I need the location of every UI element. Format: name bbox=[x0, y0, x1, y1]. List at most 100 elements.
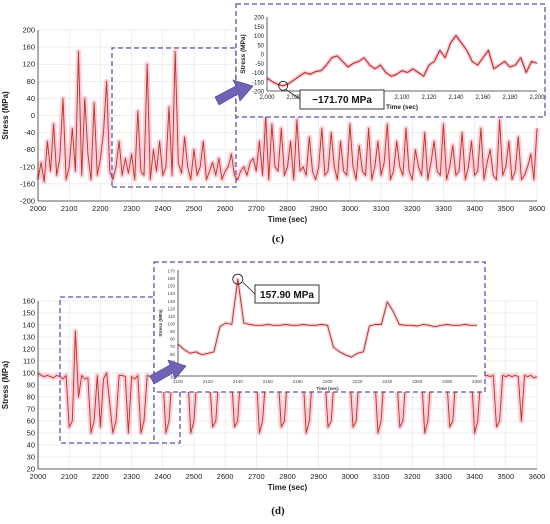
x-tick-label: 3500 bbox=[497, 204, 514, 213]
y-axis-title: Stress (MPa) bbox=[1, 360, 10, 409]
x-axis-title: Time (sec) bbox=[316, 386, 339, 391]
callout-label: −171.70 MPa bbox=[312, 95, 372, 106]
y-tick-label: 150 bbox=[22, 309, 35, 318]
y-axis-title: Stress (MPa) bbox=[240, 34, 247, 73]
y-tick-label: 100 bbox=[167, 322, 175, 327]
x-tick-label: 2000 bbox=[30, 204, 47, 213]
x-tick-label: 3000 bbox=[342, 204, 359, 213]
x-tick-label: 2180 bbox=[293, 379, 304, 384]
callout-box bbox=[299, 89, 385, 110]
y-tick-label: -50 bbox=[255, 62, 264, 68]
x-tick-label: 2,120 bbox=[421, 95, 437, 101]
x-tick-label: 3300 bbox=[435, 204, 452, 213]
callout-label: 157.90 MPa bbox=[260, 290, 314, 301]
y-tick-label: -200 bbox=[20, 197, 35, 206]
x-tick-label: 2300 bbox=[472, 379, 483, 384]
zoom-arrow bbox=[214, 79, 254, 106]
x-tick-label: 2300 bbox=[123, 204, 140, 213]
x-tick-label: 2200 bbox=[322, 379, 333, 384]
y-tick-label: 60 bbox=[27, 417, 35, 426]
y-tick-label: 110 bbox=[168, 314, 176, 319]
x-tick-label: 2,160 bbox=[475, 95, 491, 101]
y-tick-label: 120 bbox=[167, 306, 175, 311]
x-tick-label: 2600 bbox=[217, 472, 234, 481]
x-tick-label: 2240 bbox=[382, 379, 393, 384]
y-tick-label: 50 bbox=[257, 43, 264, 49]
x-tick-label: 3400 bbox=[466, 204, 483, 213]
x-tick-label: 2900 bbox=[310, 472, 327, 481]
y-tick-label: 140 bbox=[167, 291, 175, 296]
y-axis-title: Stress (MPa) bbox=[1, 91, 10, 140]
zoom-arrow bbox=[149, 359, 187, 385]
y-tick-label: 120 bbox=[22, 345, 35, 354]
y-tick-label: 200 bbox=[254, 16, 265, 22]
y-tick-label: 160 bbox=[167, 276, 175, 281]
x-tick-label: 3600 bbox=[529, 472, 546, 481]
x-tick-label: 2,180 bbox=[502, 95, 518, 101]
y-tick-label: 80 bbox=[27, 77, 35, 86]
x-tick-label: 2,000 bbox=[259, 95, 275, 101]
y-tick-label: -200 bbox=[252, 90, 265, 96]
y-tick-label: 150 bbox=[167, 284, 175, 289]
x-tick-label: 2700 bbox=[248, 472, 265, 481]
x-axis-title: Time (sec) bbox=[268, 215, 308, 224]
y-tick-label: -80 bbox=[24, 145, 35, 154]
plot-background bbox=[267, 17, 537, 91]
y-tick-label: 100 bbox=[22, 369, 35, 378]
x-tick-label: 2700 bbox=[248, 204, 265, 213]
x-tick-label: 2800 bbox=[279, 204, 296, 213]
x-tick-label: 2200 bbox=[92, 472, 109, 481]
y-tick-label: 130 bbox=[167, 299, 175, 304]
inset-chart-c: -200-150-100-500501001502002,0002,0202,0… bbox=[214, 3, 546, 118]
y-tick-label: -120 bbox=[20, 162, 35, 171]
y-tick-label: 20 bbox=[27, 465, 35, 474]
y-tick-label: 90 bbox=[170, 329, 176, 334]
x-tick-label: 2260 bbox=[412, 379, 423, 384]
x-tick-label: 2600 bbox=[217, 204, 234, 213]
y-tick-label: 40 bbox=[27, 94, 35, 103]
y-tick-label: 110 bbox=[23, 357, 35, 366]
x-tick-label: 2140 bbox=[233, 379, 244, 384]
x-tick-label: 2280 bbox=[442, 379, 453, 384]
x-tick-label: 2200 bbox=[92, 204, 109, 213]
callout-box bbox=[254, 284, 320, 304]
y-tick-label: 40 bbox=[27, 441, 35, 450]
x-tick-label: 3600 bbox=[529, 204, 546, 213]
zoom-region-box bbox=[111, 47, 237, 188]
x-tick-label: 2220 bbox=[352, 379, 363, 384]
chart-panel-c: -200 -160 -120 -80 -40 0 40 80 120 160 200 2000 2100… bbox=[1, 26, 545, 225]
y-tick-label: -150 bbox=[252, 80, 265, 86]
y-tick-label: -160 bbox=[20, 179, 35, 188]
x-tick-label: 2400 bbox=[154, 204, 171, 213]
y-tick-label: 140 bbox=[22, 321, 35, 330]
x-tick-label: 2,100 bbox=[394, 95, 410, 101]
x-tick-label: 2300 bbox=[123, 472, 140, 481]
y-tick-label: 160 bbox=[22, 43, 35, 52]
x-tick-label: 2800 bbox=[279, 472, 296, 481]
x-tick-label: 2000 bbox=[30, 472, 47, 481]
y-tick-label: 80 bbox=[170, 337, 176, 342]
x-tick-label: 3500 bbox=[497, 472, 514, 481]
inset-frame bbox=[235, 3, 546, 118]
panel-label-d: (d) bbox=[271, 505, 285, 517]
y-tick-label: 100 bbox=[254, 34, 265, 40]
x-axis-title: Time (sec) bbox=[386, 104, 418, 111]
y-tick-label: 80 bbox=[27, 393, 35, 402]
x-tick-label: 2500 bbox=[186, 204, 203, 213]
y-tick-label: 70 bbox=[27, 405, 35, 414]
x-tick-label: 2900 bbox=[310, 204, 327, 213]
y-tick-label: 120 bbox=[22, 60, 35, 69]
x-tick-label: 2100 bbox=[61, 472, 78, 481]
series-shadow bbox=[266, 35, 538, 86]
x-tick-label: 2100 bbox=[61, 204, 78, 213]
inset-connector bbox=[154, 392, 181, 444]
series-shadow bbox=[37, 51, 538, 182]
callout-leader bbox=[285, 89, 301, 100]
callout-leader bbox=[242, 281, 256, 295]
x-tick-label: 2400 bbox=[154, 472, 171, 481]
y-tick-label: 90 bbox=[27, 381, 35, 390]
y-tick-label: 200 bbox=[22, 26, 35, 35]
x-tick-label: 3200 bbox=[404, 472, 421, 481]
x-tick-label: 2,020 bbox=[286, 95, 302, 101]
panel-label-c: (c) bbox=[272, 233, 285, 245]
